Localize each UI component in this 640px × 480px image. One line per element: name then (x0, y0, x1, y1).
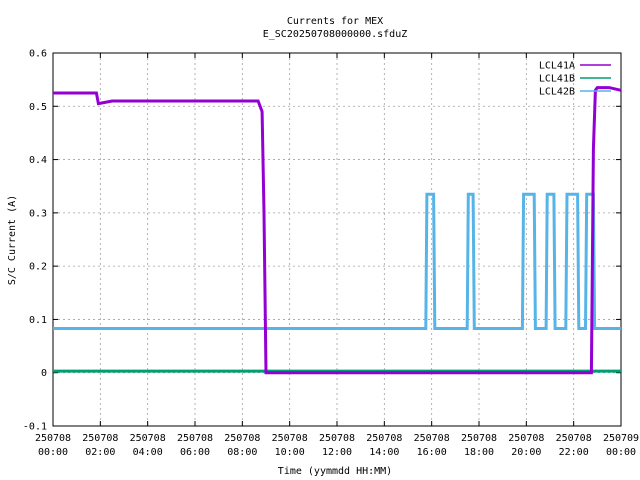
x-tick-label-date: 250708 (35, 433, 71, 444)
y-tick-label: -0.1 (23, 422, 47, 433)
x-tick-label-time: 02:00 (85, 447, 115, 458)
y-axis: -0.1 0 0.1 0.2 0.3 0.4 0.5 0.6 (23, 49, 621, 433)
x-tick-label-date: 250708 (82, 433, 118, 444)
series-lines (53, 86, 622, 375)
series-line-lcl42b (53, 192, 621, 330)
x-tick-label-time: 04:00 (133, 447, 163, 458)
series-line-lcl41a (53, 86, 622, 375)
x-tick-label-date: 250708 (130, 433, 166, 444)
x-tick-label-date: 250708 (414, 433, 450, 444)
x-tick-label-date: 250708 (366, 433, 402, 444)
y-tick-label: 0.5 (29, 102, 47, 113)
y-tick-label: 0.1 (29, 315, 47, 326)
y-tick-label: 0.6 (29, 49, 47, 60)
chart-title: Currents for MEX (287, 16, 383, 27)
y-tick-label: 0.4 (29, 155, 47, 166)
y-tick-label: 0.2 (29, 262, 47, 273)
x-axis: 250708 00:00 250708 02:00 250708 04:00 250708 0… (35, 53, 639, 458)
x-tick-label-date: 250708 (177, 433, 213, 444)
x-tick-label-time: 14:00 (369, 447, 399, 458)
x-axis-label: Time (yymmdd HH:MM) (278, 466, 392, 477)
x-tick-label-date: 250708 (319, 433, 355, 444)
x-tick-label-time: 16:00 (417, 447, 447, 458)
grid (53, 53, 621, 426)
x-tick-label-date: 250708 (272, 433, 308, 444)
x-tick-label-time: 08:00 (227, 447, 257, 458)
x-tick-label-time: 12:00 (322, 447, 352, 458)
y-axis-label: S/C Current (A) (7, 195, 18, 285)
legend: LCL41A LCL41B LCL42B (539, 61, 611, 98)
y-tick-label: 0 (41, 368, 47, 379)
x-tick-label-date: 250708 (556, 433, 592, 444)
x-tick-label-date: 250708 (224, 433, 260, 444)
x-tick-label-time: 10:00 (275, 447, 305, 458)
y-tick-label: 0.3 (29, 208, 47, 219)
x-tick-label-time: 22:00 (559, 447, 589, 458)
chart-subtitle: E_SC20250708000000.sfduZ (263, 29, 408, 40)
x-tick-label-time: 06:00 (180, 447, 210, 458)
x-tick-label-date: 250708 (461, 433, 497, 444)
x-tick-label-time: 00:00 (38, 447, 68, 458)
legend-label-lcl42b: LCL42B (539, 87, 575, 98)
legend-label-lcl41a: LCL41A (539, 61, 575, 72)
x-tick-label-date: 250709 (603, 433, 639, 444)
x-tick-label-time: 18:00 (464, 447, 494, 458)
x-tick-label-time: 20:00 (511, 447, 541, 458)
legend-label-lcl41b: LCL41B (539, 74, 575, 85)
x-tick-label-time: 00:00 (606, 447, 636, 458)
x-tick-label-date: 250708 (508, 433, 544, 444)
